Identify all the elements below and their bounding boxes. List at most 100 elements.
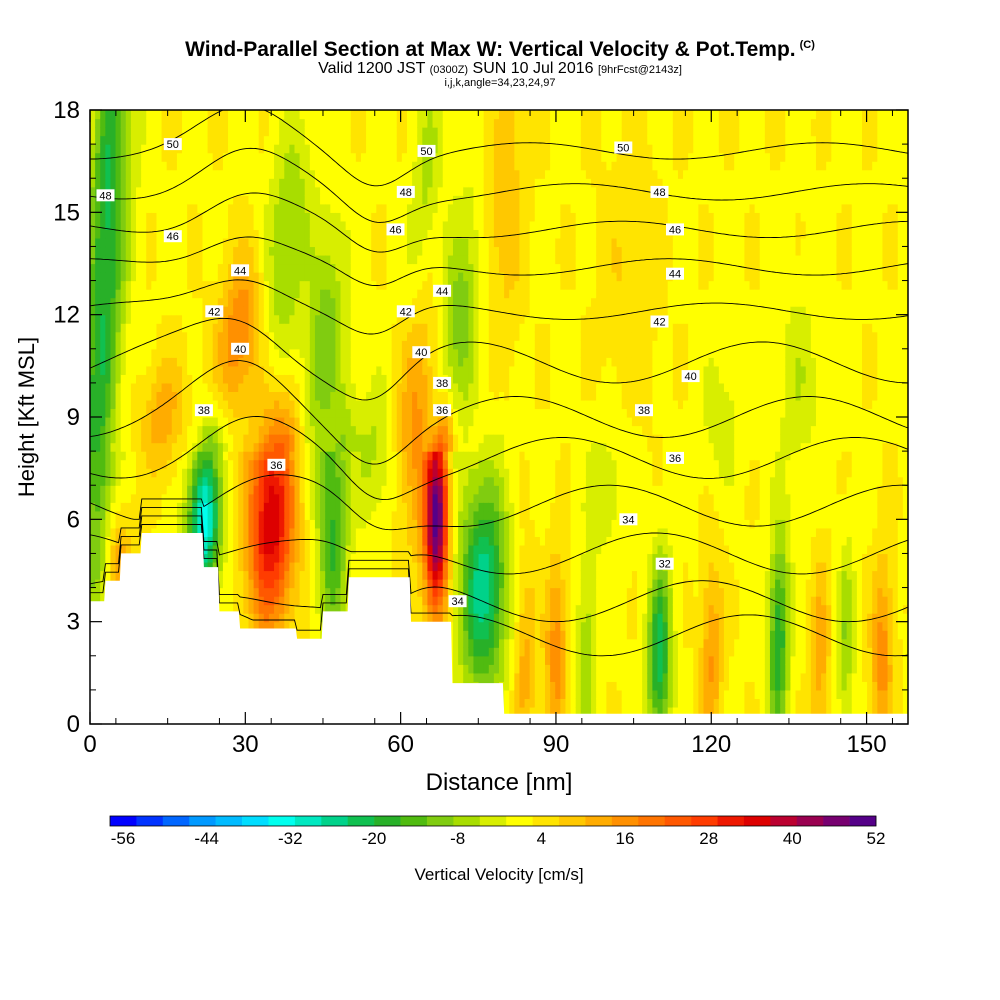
velocity-cell bbox=[161, 382, 168, 393]
velocity-cell bbox=[258, 272, 265, 282]
velocity-cell bbox=[263, 169, 270, 179]
velocity-cell bbox=[166, 510, 173, 520]
velocity-cell bbox=[320, 502, 326, 512]
velocity-cell bbox=[151, 510, 158, 520]
title-main: Wind-Parallel Section at Max W: Vertical… bbox=[185, 38, 796, 61]
velocity-cell bbox=[386, 135, 393, 145]
velocity-cell bbox=[340, 536, 347, 546]
velocity-cell bbox=[100, 596, 106, 606]
velocity-cell bbox=[258, 144, 265, 154]
velocity-cell bbox=[345, 536, 352, 546]
velocity-cell bbox=[320, 178, 326, 188]
velocity-cell bbox=[432, 297, 439, 307]
velocity-cell bbox=[120, 186, 127, 196]
velocity-cell bbox=[238, 365, 244, 375]
velocity-cell bbox=[401, 331, 408, 341]
velocity-cell bbox=[100, 570, 106, 580]
velocity-cell bbox=[125, 399, 132, 410]
velocity-cell bbox=[355, 314, 362, 324]
velocity-cell bbox=[432, 272, 439, 282]
velocity-cell bbox=[90, 178, 96, 188]
velocity-cell bbox=[304, 527, 311, 537]
velocity-cell bbox=[345, 144, 352, 154]
velocity-cell bbox=[197, 203, 204, 213]
velocity-cell bbox=[161, 502, 168, 512]
velocity-cell bbox=[391, 519, 398, 529]
velocity-cell bbox=[233, 178, 239, 188]
velocity-cell bbox=[258, 314, 265, 324]
velocity-cell bbox=[268, 280, 275, 290]
velocity-cell bbox=[335, 331, 342, 341]
velocity-cell bbox=[309, 519, 316, 529]
velocity-cell bbox=[320, 374, 326, 384]
velocity-cell bbox=[192, 417, 198, 427]
velocity-cell bbox=[192, 348, 198, 358]
velocity-cell bbox=[381, 408, 388, 418]
velocity-cell bbox=[228, 357, 234, 367]
velocity-cell bbox=[294, 203, 301, 213]
velocity-cell bbox=[381, 459, 388, 469]
velocity-cell bbox=[100, 561, 106, 572]
velocity-cell bbox=[371, 365, 377, 375]
velocity-cell bbox=[151, 340, 158, 350]
velocity-cell bbox=[412, 118, 418, 128]
velocity-cell bbox=[248, 203, 255, 213]
velocity-cell bbox=[279, 434, 285, 444]
velocity-cell bbox=[386, 195, 393, 205]
velocity-cell bbox=[263, 604, 270, 614]
velocity-cell bbox=[371, 468, 377, 478]
velocity-cell bbox=[228, 519, 234, 529]
velocity-cell bbox=[401, 374, 408, 384]
velocity-cell bbox=[90, 340, 96, 350]
velocity-cell bbox=[166, 203, 173, 213]
velocity-cell bbox=[345, 485, 352, 495]
velocity-cell bbox=[176, 212, 183, 222]
velocity-cell bbox=[396, 399, 403, 410]
velocity-cell bbox=[130, 536, 137, 546]
velocity-cell bbox=[268, 348, 275, 358]
velocity-cell bbox=[120, 110, 127, 120]
velocity-cell bbox=[151, 289, 158, 299]
velocity-cell bbox=[268, 135, 275, 145]
velocity-cell bbox=[212, 442, 219, 452]
velocity-cell bbox=[105, 178, 112, 188]
velocity-cell bbox=[381, 493, 388, 503]
velocity-cell bbox=[437, 536, 444, 546]
velocity-cell bbox=[151, 203, 158, 213]
velocity-cell bbox=[432, 553, 439, 563]
velocity-cell bbox=[156, 417, 163, 427]
velocity-cell bbox=[90, 144, 96, 154]
velocity-cell bbox=[289, 118, 296, 128]
velocity-cell bbox=[192, 519, 198, 529]
velocity-cell bbox=[243, 502, 250, 512]
velocity-cell bbox=[146, 280, 152, 290]
velocity-cell bbox=[258, 152, 265, 162]
velocity-cell bbox=[396, 434, 403, 444]
velocity-cell bbox=[268, 417, 275, 427]
velocity-cell bbox=[263, 553, 270, 563]
velocity-cell bbox=[207, 374, 214, 384]
velocity-cell bbox=[432, 365, 439, 375]
velocity-cell bbox=[115, 399, 122, 410]
velocity-cell bbox=[166, 382, 173, 393]
velocity-cell bbox=[141, 203, 147, 213]
velocity-cell bbox=[243, 561, 250, 572]
velocity-cell bbox=[325, 468, 331, 478]
velocity-cell bbox=[217, 246, 224, 256]
velocity-cell bbox=[182, 246, 188, 256]
velocity-cell bbox=[412, 382, 418, 393]
velocity-cell bbox=[222, 434, 229, 444]
velocity-cell bbox=[233, 544, 239, 555]
velocity-cell bbox=[299, 272, 306, 282]
velocity-cell bbox=[417, 408, 423, 418]
velocity-cell bbox=[417, 289, 423, 299]
velocity-cell bbox=[95, 459, 101, 469]
velocity-cell bbox=[202, 485, 209, 495]
velocity-cell bbox=[243, 212, 250, 222]
velocity-cell bbox=[197, 510, 204, 520]
velocity-cell bbox=[350, 510, 357, 520]
velocity-cell bbox=[136, 289, 142, 299]
velocity-cell bbox=[212, 118, 219, 128]
velocity-cell bbox=[202, 527, 209, 537]
velocity-cell bbox=[320, 485, 326, 495]
